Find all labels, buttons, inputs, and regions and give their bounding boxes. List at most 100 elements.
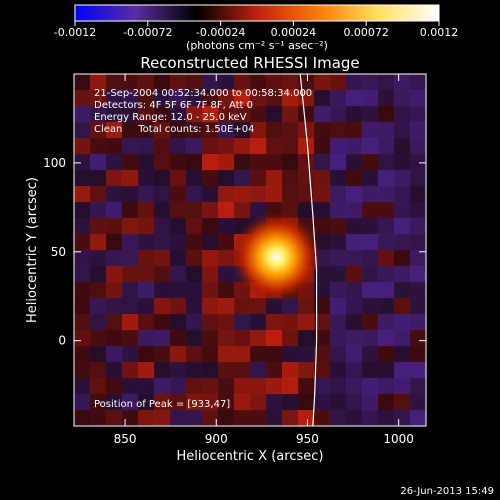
heatmap-cell: [410, 90, 426, 107]
heatmap-cell: [410, 250, 426, 267]
heatmap-cell: [186, 314, 203, 331]
heatmap-cell: [394, 330, 411, 347]
heatmap-cell: [330, 234, 347, 251]
heatmap-cell: [250, 106, 267, 123]
heatmap-cell: [378, 298, 395, 315]
heatmap-cell: [170, 170, 187, 187]
heatmap-cell: [170, 410, 187, 426]
heatmap-cell: [90, 170, 107, 187]
heatmap-cell: [122, 186, 139, 203]
heatmap-cell: [378, 186, 395, 203]
heatmap-cell: [282, 106, 299, 123]
heatmap-cell: [138, 90, 155, 107]
heatmap-cell: [394, 138, 411, 155]
heatmap-cell: [138, 282, 155, 299]
heatmap-cell: [218, 218, 235, 235]
heatmap-cell: [362, 330, 379, 347]
heatmap-cell: [90, 90, 107, 107]
heatmap-cell: [90, 122, 107, 139]
heatmap-cell: [330, 90, 347, 107]
heatmap-cell: [394, 170, 411, 187]
heatmap-cell: [122, 282, 139, 299]
heatmap-cell: [170, 234, 187, 251]
heatmap-cell: [362, 362, 379, 379]
heatmap-cell: [266, 122, 283, 139]
heatmap-cell: [122, 314, 139, 331]
heatmap-cell: [234, 106, 251, 123]
heatmap-cell: [314, 298, 331, 315]
heatmap-cell: [394, 410, 411, 426]
heatmap-cell: [138, 74, 155, 91]
heatmap-cell: [362, 74, 379, 91]
heatmap-cell: [90, 346, 107, 363]
heatmap-cell: [234, 122, 251, 139]
heatmap-cell: [234, 330, 251, 347]
heatmap-cell: [346, 330, 363, 347]
heatmap-cell: [346, 250, 363, 267]
heatmap-cell: [250, 298, 267, 315]
heatmap-cell: [218, 170, 235, 187]
colorbar-unit-label: (photons cm⁻² s⁻¹ asec⁻²): [186, 39, 328, 52]
heatmap-cell: [122, 234, 139, 251]
heatmap-cell: [410, 138, 426, 155]
heatmap-cell: [330, 362, 347, 379]
heatmap-cell: [122, 202, 139, 219]
heatmap-cell: [122, 250, 139, 267]
heatmap-cell: [394, 202, 411, 219]
heatmap-cell: [266, 410, 283, 426]
heatmap-cell: [202, 234, 219, 251]
heatmap-cell: [218, 202, 235, 219]
heatmap-cell: [138, 314, 155, 331]
heatmap-cell: [234, 138, 251, 155]
heatmap-cell: [186, 186, 203, 203]
heatmap-cell: [330, 282, 347, 299]
heatmap-cell: [154, 330, 171, 347]
heatmap-cell: [250, 394, 267, 411]
heatmap-cell: [74, 218, 91, 235]
heatmap-cell: [394, 346, 411, 363]
heatmap-cell: [186, 106, 203, 123]
heatmap-cell: [234, 314, 251, 331]
heatmap-cell: [170, 346, 187, 363]
heatmap-cell: [282, 330, 299, 347]
heatmap-cell: [234, 170, 251, 187]
heatmap-cell: [282, 394, 299, 411]
heatmap-cell: [122, 410, 139, 426]
heatmap-cell: [154, 154, 171, 171]
heatmap-cell: [394, 218, 411, 235]
heatmap-cell: [410, 346, 426, 363]
heatmap-cell: [346, 394, 363, 411]
heatmap-cell: [186, 122, 203, 139]
heatmap-cell: [234, 90, 251, 107]
heatmap-cell: [106, 106, 123, 123]
heatmap-cell: [362, 186, 379, 203]
heatmap-cell: [410, 394, 426, 411]
heatmap-cell: [362, 170, 379, 187]
heatmap-cell: [90, 186, 107, 203]
heatmap-cell: [298, 314, 315, 331]
heatmap-cell: [154, 106, 171, 123]
heatmap-cell: [170, 122, 187, 139]
heatmap-cell: [170, 218, 187, 235]
heatmap-cell: [394, 106, 411, 123]
heatmap-cell: [154, 346, 171, 363]
heatmap-cell: [314, 410, 331, 426]
heatmap-cell: [122, 138, 139, 155]
heatmap-cell: [282, 122, 299, 139]
heatmap-cell: [410, 186, 426, 203]
heatmap-cell: [90, 250, 107, 267]
heatmap-cell: [314, 170, 331, 187]
heatmap-cell: [90, 106, 107, 123]
heatmap-cell: [202, 90, 219, 107]
heatmap-cell: [378, 314, 395, 331]
heatmap-cell: [90, 154, 107, 171]
heatmap-cell: [298, 170, 315, 187]
heatmap-cell: [394, 314, 411, 331]
heatmap-cell: [250, 378, 267, 395]
heatmap-cell: [154, 186, 171, 203]
heatmap-cell: [298, 106, 315, 123]
heatmap-cell: [138, 298, 155, 315]
heatmap-cell: [298, 74, 315, 91]
heatmap-cell: [106, 394, 123, 411]
heatmap-cell: [234, 74, 251, 91]
